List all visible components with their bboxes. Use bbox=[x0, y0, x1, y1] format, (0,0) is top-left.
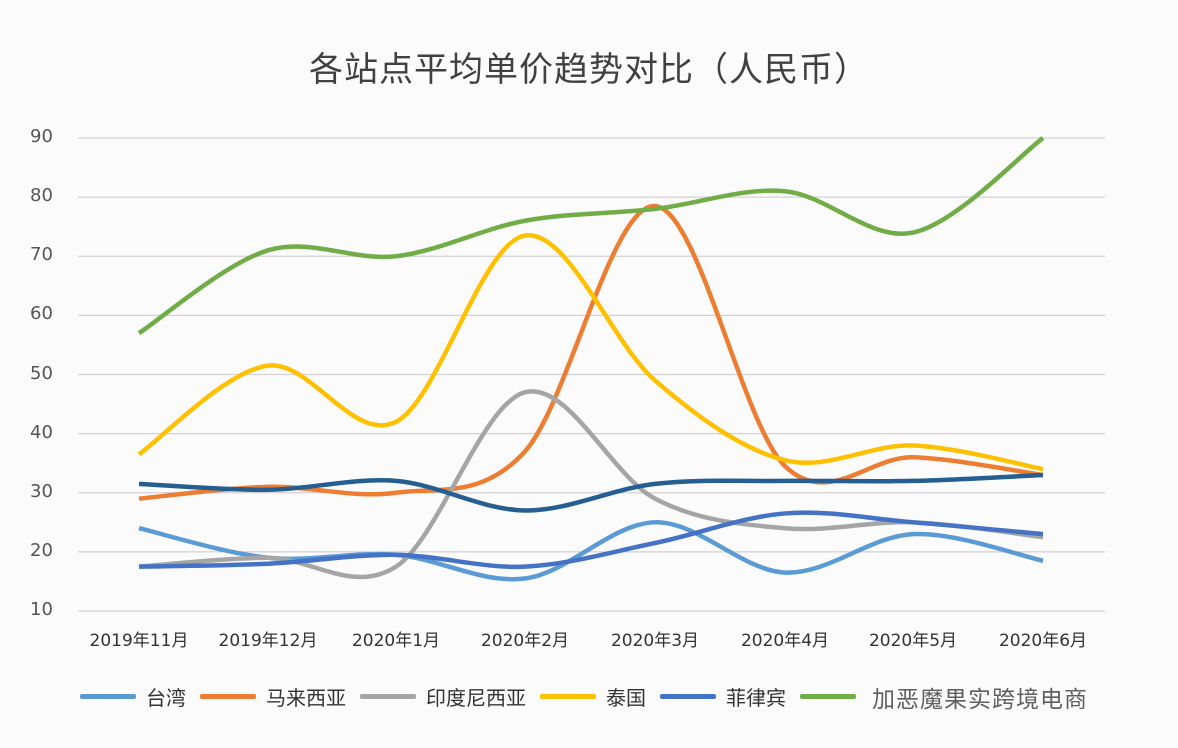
series-line bbox=[138, 203, 1044, 501]
y-tick-label: 20 bbox=[30, 539, 53, 561]
legend-item: 泰国 bbox=[540, 682, 646, 711]
series-line bbox=[138, 520, 1044, 582]
x-tick-label: 2020年2月 bbox=[480, 631, 570, 651]
x-tick-label: 2020年6月 bbox=[998, 631, 1088, 651]
gridlines bbox=[78, 137, 1105, 612]
legend-label: 台湾 bbox=[146, 685, 186, 710]
y-tick-label: 10 bbox=[30, 599, 53, 620]
x-tick-label: 2019年12月 bbox=[218, 631, 318, 651]
chart-title: 各站点平均单价趋势对比（人民币） bbox=[309, 50, 869, 90]
x-tick-label: 2020年1月 bbox=[351, 631, 441, 651]
watermark: 加恶魔果实跨境电商 bbox=[872, 687, 1088, 713]
series-line bbox=[138, 472, 1044, 513]
legend-swatch bbox=[360, 693, 416, 699]
y-tick-label: 90 bbox=[30, 126, 53, 147]
legend-item: 马来西亚 bbox=[200, 682, 346, 711]
legend-item: 台湾 bbox=[80, 682, 186, 711]
x-tick-label: 2020年3月 bbox=[610, 631, 700, 651]
x-tick-label: 2020年4月 bbox=[740, 631, 830, 651]
x-tick-label: 2019年11月 bbox=[89, 631, 189, 651]
legend-item: 菲律宾 bbox=[660, 682, 786, 711]
legend-label: 菲律宾 bbox=[726, 685, 786, 710]
y-tick-label: 80 bbox=[30, 185, 53, 207]
y-tick-label: 40 bbox=[30, 421, 53, 443]
legend: 台湾 马来西亚 印度尼西亚 泰国 菲律宾 bbox=[80, 682, 880, 710]
legend-swatch bbox=[660, 693, 716, 699]
series-lines bbox=[137, 136, 1045, 582]
legend-swatch bbox=[80, 693, 136, 699]
legend-label: 马来西亚 bbox=[266, 685, 346, 710]
legend-item: 印度尼西亚 bbox=[360, 682, 526, 711]
y-tick-label: 30 bbox=[30, 480, 53, 502]
legend-label: 印度尼西亚 bbox=[426, 685, 526, 710]
y-tick-label: 60 bbox=[30, 303, 53, 325]
x-tick-label: 2020年5月 bbox=[868, 631, 958, 651]
legend-item bbox=[800, 693, 866, 699]
legend-swatch bbox=[540, 693, 596, 699]
legend-swatch bbox=[800, 693, 856, 699]
series-line bbox=[137, 233, 1044, 472]
y-tick-label: 70 bbox=[30, 244, 53, 266]
y-tick-label: 50 bbox=[30, 362, 53, 384]
series-line bbox=[137, 136, 1045, 336]
legend-label: 泰国 bbox=[606, 685, 646, 710]
series-line bbox=[138, 510, 1044, 570]
legend-swatch bbox=[200, 693, 256, 699]
